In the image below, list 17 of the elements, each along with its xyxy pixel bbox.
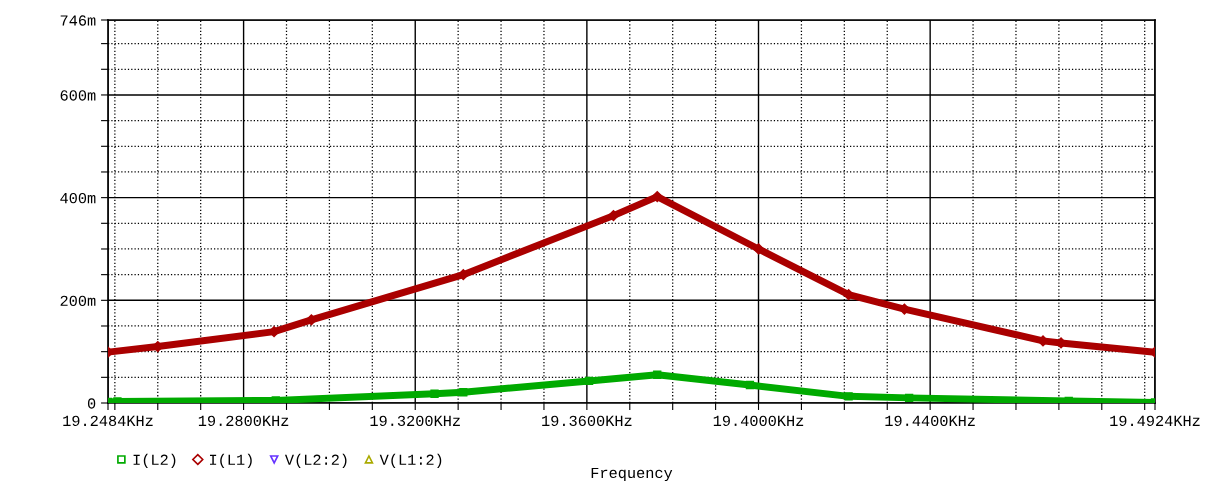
legend-label: I(L2) bbox=[133, 453, 176, 468]
y-tick-label: 0 bbox=[87, 398, 96, 409]
x-tick-label: 19.2800KHz bbox=[198, 415, 289, 427]
legend-label: I(L1) bbox=[209, 453, 252, 468]
y-tick-label: 600m bbox=[60, 90, 96, 101]
x-tick-label: 19.4924KHz bbox=[1110, 415, 1200, 427]
y-tick-label: 400m bbox=[60, 192, 96, 204]
x-tick-label: 19.4000KHz bbox=[713, 415, 804, 427]
x-tick-label: 19.2484KHz bbox=[63, 415, 153, 427]
legend-label: V(L2:2) bbox=[284, 453, 347, 468]
x-axis-title: Frequency bbox=[591, 467, 673, 482]
x-tick-label: 19.4400KHz bbox=[885, 415, 975, 427]
legend-label: V(L1:2) bbox=[379, 453, 442, 468]
y-tick-label: 200m bbox=[60, 295, 96, 307]
x-tick-label: 19.3200KHz bbox=[370, 415, 460, 427]
x-tick-label: 19.3600KHz bbox=[542, 415, 632, 427]
y-tick-label: 746m bbox=[60, 15, 96, 26]
